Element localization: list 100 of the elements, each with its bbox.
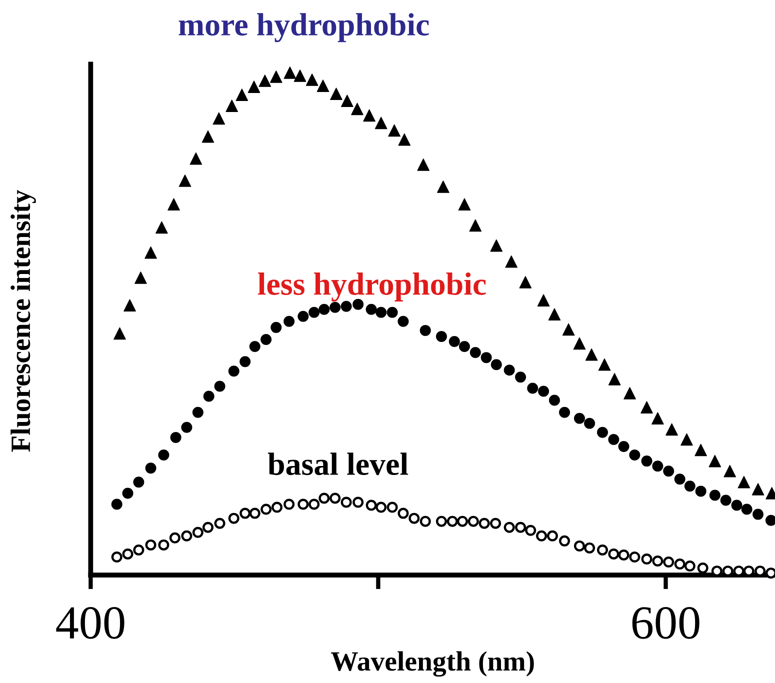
point <box>684 560 696 572</box>
point <box>298 310 309 322</box>
point <box>158 539 170 550</box>
x-axis-title: Wavelength (nm) <box>331 651 534 677</box>
point <box>308 306 320 318</box>
point <box>306 74 318 86</box>
point <box>170 432 182 443</box>
point <box>559 406 570 418</box>
y-axis-title: Fluorescence intensity <box>10 190 36 452</box>
point <box>168 198 180 211</box>
point <box>111 552 122 563</box>
point <box>340 496 352 508</box>
point <box>340 94 354 108</box>
point <box>559 535 570 546</box>
point <box>694 444 707 456</box>
point <box>248 80 260 93</box>
series-label: less hydrophobic <box>258 272 486 302</box>
point <box>228 366 240 377</box>
point <box>446 516 458 527</box>
point <box>202 522 214 533</box>
series-label: more hydrophobic <box>178 13 429 42</box>
point <box>284 498 295 510</box>
point <box>695 486 706 497</box>
point <box>741 504 752 515</box>
point <box>458 341 470 352</box>
point <box>618 440 630 452</box>
point <box>298 498 309 510</box>
point <box>515 522 526 533</box>
point <box>340 300 352 312</box>
point <box>624 387 636 400</box>
point <box>456 516 468 527</box>
point <box>765 568 775 579</box>
point <box>663 556 674 568</box>
point <box>330 302 341 313</box>
point <box>596 426 608 438</box>
point <box>363 109 376 122</box>
point <box>596 544 608 556</box>
point <box>122 548 134 560</box>
point <box>214 518 226 529</box>
point <box>270 322 282 333</box>
point <box>652 412 664 425</box>
point <box>573 337 586 350</box>
point <box>111 498 122 510</box>
point <box>720 494 732 506</box>
point <box>585 348 598 361</box>
point <box>386 502 398 513</box>
point <box>436 330 447 342</box>
point <box>134 272 147 284</box>
point <box>674 474 686 485</box>
point <box>584 418 596 429</box>
point <box>663 466 674 477</box>
point <box>608 548 620 560</box>
point <box>468 516 479 527</box>
point <box>652 556 664 567</box>
point <box>417 158 430 171</box>
point <box>190 152 202 165</box>
point <box>284 66 296 79</box>
point <box>505 255 518 268</box>
point <box>490 359 502 370</box>
point <box>124 299 136 312</box>
point <box>618 549 630 560</box>
point <box>202 130 214 143</box>
point <box>608 373 621 386</box>
point <box>674 558 686 570</box>
series-label: basal level <box>268 452 408 476</box>
point <box>629 450 640 461</box>
point <box>641 554 652 565</box>
point <box>537 294 550 306</box>
point <box>376 306 387 318</box>
point <box>546 530 558 542</box>
point <box>294 70 306 82</box>
point <box>366 500 377 511</box>
point <box>270 70 282 83</box>
point <box>420 516 431 527</box>
point <box>374 116 388 130</box>
point <box>352 496 364 508</box>
point <box>330 88 342 100</box>
point <box>420 324 431 336</box>
point <box>652 460 664 472</box>
point <box>316 80 330 92</box>
point <box>519 276 532 288</box>
point <box>181 422 192 433</box>
point <box>398 133 411 146</box>
point <box>641 456 652 467</box>
x-tick-label: 600 <box>632 607 700 639</box>
point <box>490 518 502 529</box>
point <box>169 532 180 544</box>
point <box>133 544 144 556</box>
point <box>258 74 272 87</box>
point <box>480 352 492 364</box>
point <box>504 364 515 376</box>
point <box>398 508 409 519</box>
point <box>398 316 409 327</box>
point <box>249 508 260 519</box>
point <box>145 539 156 550</box>
point <box>527 382 538 394</box>
point <box>203 390 214 402</box>
point <box>490 239 503 252</box>
point <box>249 341 260 352</box>
point <box>697 562 708 574</box>
